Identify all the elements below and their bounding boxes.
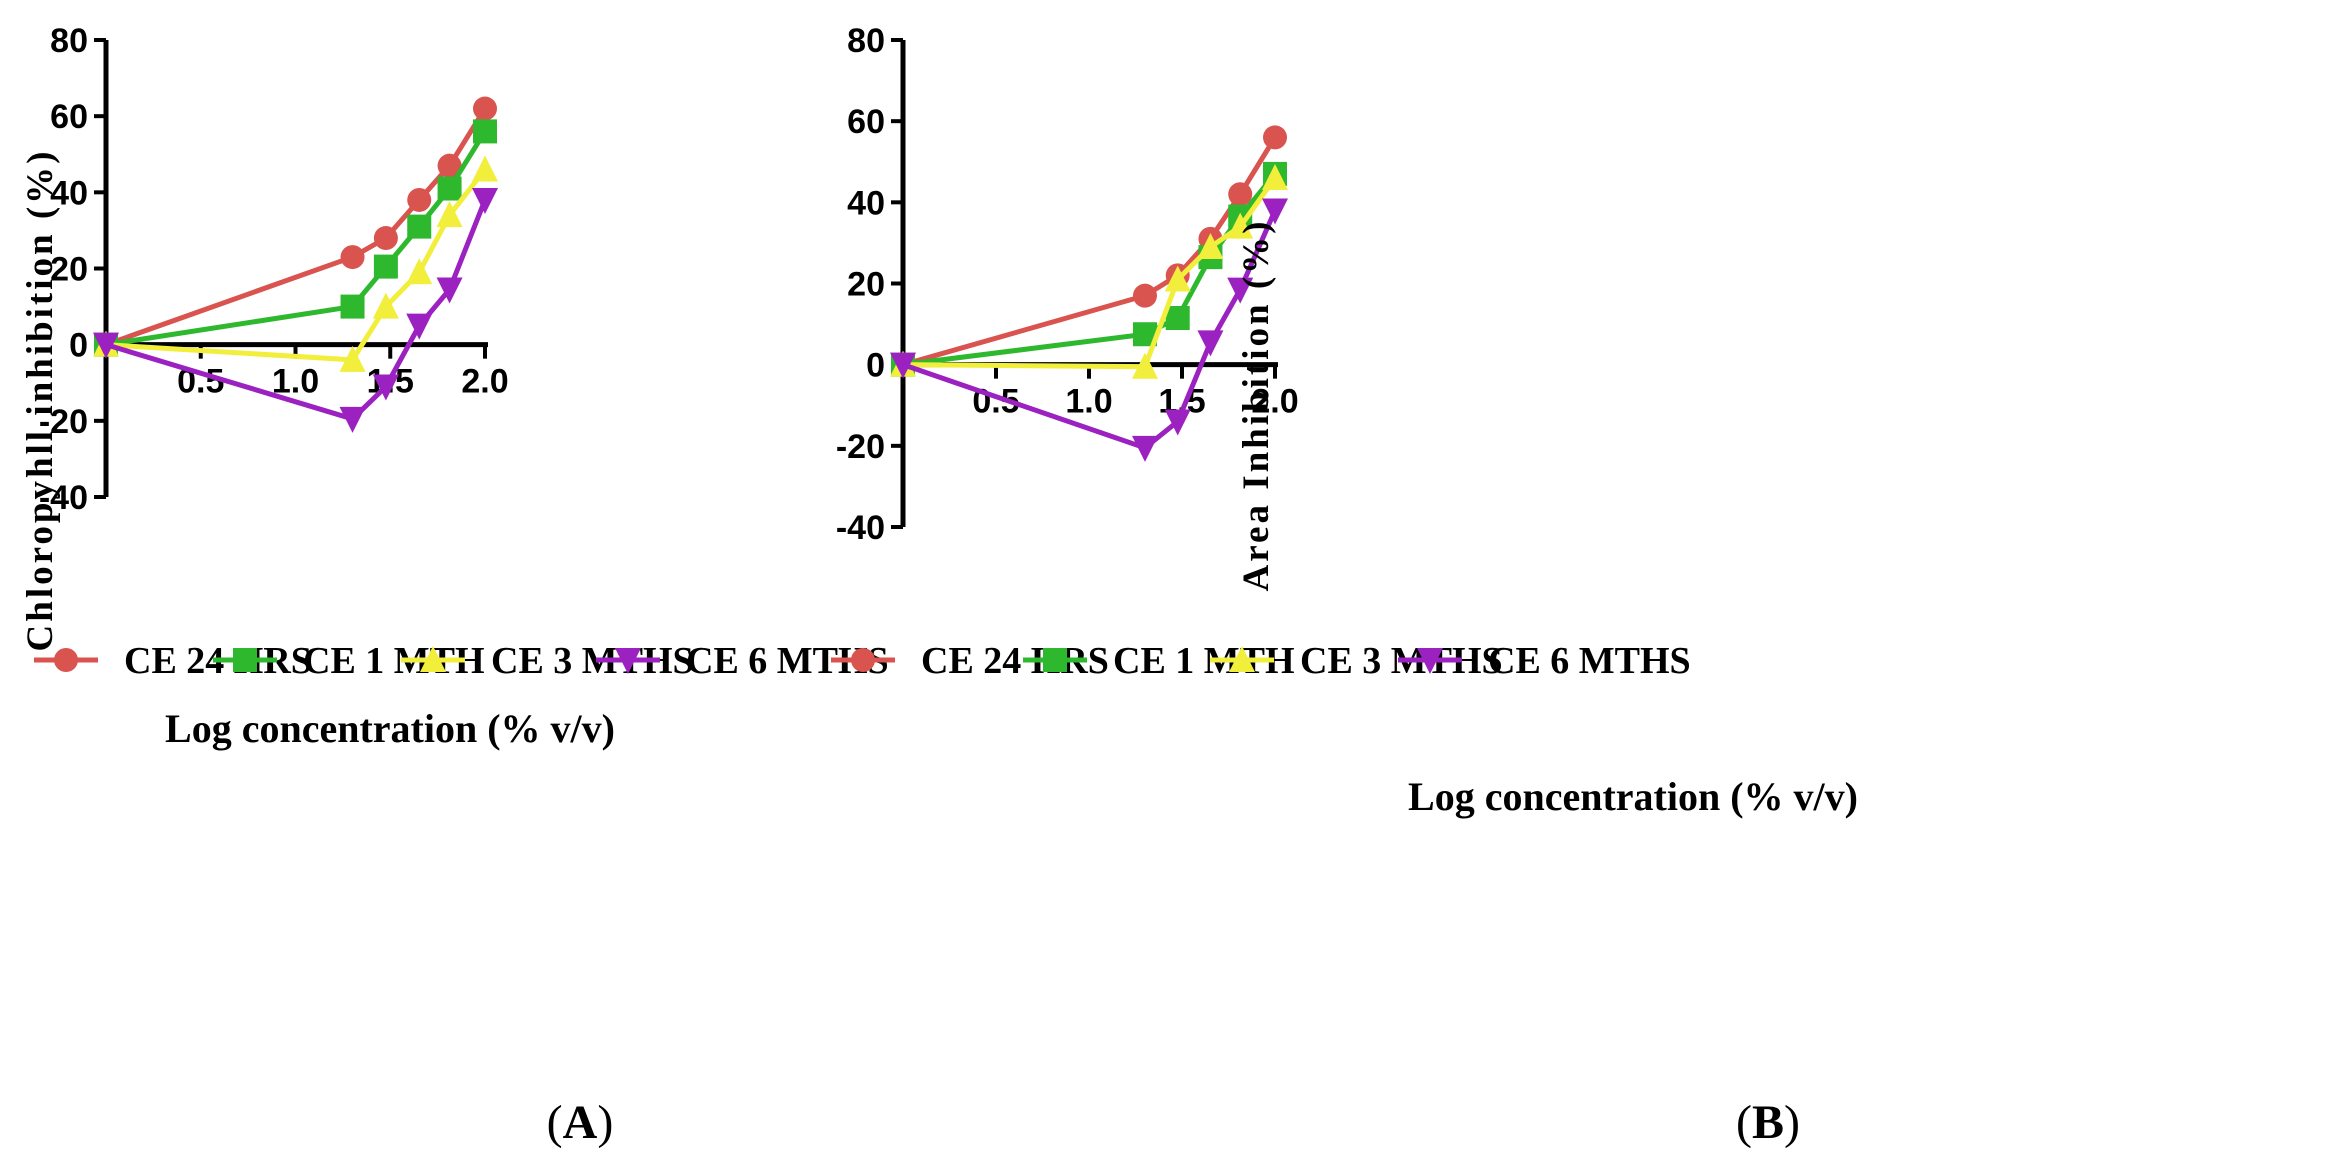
- chart-b-series-4: [890, 198, 1288, 462]
- chart-b-ytick-label: -20: [836, 428, 885, 466]
- chart-a-data-point: [372, 292, 399, 319]
- chart-a-data-point: [407, 187, 432, 212]
- chart-a-data-point: [339, 345, 366, 372]
- chart-b-ytick-label: 20: [847, 266, 885, 304]
- chart-b-x-label: Log concentration (% v/v): [1408, 774, 1858, 819]
- chart-b-legend-item: CE 6 MTHS: [1398, 640, 1691, 682]
- chart-a-series-2: [94, 119, 497, 357]
- chart-b-legend-item: CE 24 HRS: [831, 640, 1109, 682]
- chart-a-data-point: [373, 226, 398, 251]
- chart-a-data-point: [340, 294, 365, 319]
- chart-b-xtick-label: 1.0: [1065, 383, 1112, 421]
- chart-b-data-point: [1227, 212, 1254, 239]
- chart-b-data-point: [1164, 265, 1191, 292]
- chart-a-data-point: [472, 155, 498, 182]
- chart-b-data-point: [1262, 163, 1288, 190]
- chart-b-ytick-label: -40: [836, 509, 885, 547]
- chart-a-data-point: [407, 214, 432, 239]
- chart-b-legend-marker: [1043, 648, 1067, 672]
- chart-b-data-point: [1165, 305, 1190, 330]
- chart-a-ytick-label: 20: [50, 251, 88, 289]
- chart-b-ytick-label: 60: [847, 103, 885, 141]
- chart-a-xtick-label: 2.0: [461, 363, 508, 401]
- chart-b-data-point: [1228, 182, 1253, 207]
- chart-a-panel-label: (A): [547, 1096, 614, 1149]
- chart-a-legend-marker: [233, 648, 257, 672]
- chart-a-data-point: [437, 176, 462, 201]
- chart-b-data-point: [1131, 352, 1158, 379]
- chart-b-data-point: [1197, 330, 1224, 357]
- chart-b-data-point: [1132, 283, 1157, 308]
- chart-b-series: [890, 125, 1288, 462]
- chart-a-series: [93, 96, 498, 433]
- chart-a-ytick-label: 60: [50, 98, 88, 136]
- chart-b-data-point: [1164, 409, 1191, 436]
- chart-a-data-point: [93, 332, 119, 359]
- chart-a-ytick-label: 0: [69, 327, 88, 365]
- chart-a-legend-label: CE 3 MTHS: [491, 640, 694, 682]
- chart-a-data-point: [473, 96, 497, 121]
- chart-a-data-point: [437, 153, 462, 178]
- chart-a-data-point: [373, 254, 398, 279]
- chart-b-series-line: [902, 176, 1278, 370]
- chart-a-data-point: [436, 277, 463, 304]
- chart-b-panel-label: (B): [1736, 1096, 1800, 1149]
- chart-b-data-point: [890, 352, 916, 379]
- chart-a-ytick-label: 40: [50, 174, 88, 212]
- chart-b-yticks: -40 -20 0 20 40 60 80: [836, 22, 903, 547]
- chart-a-y-label: Chloropyhll inhibition (%): [20, 149, 61, 652]
- chart-a-data-point: [406, 258, 433, 285]
- chart-a-series-4: [93, 187, 498, 433]
- chart-b-data-point: [1131, 435, 1158, 462]
- chart-a-data-point: [472, 187, 498, 214]
- chart-b-series-1: [891, 125, 1287, 377]
- chart-a-data-point: [436, 201, 463, 228]
- chart-b-legend-label: CE 6 MTHS: [1488, 640, 1691, 682]
- chart-b-data-point: [1263, 125, 1287, 150]
- chart-a-series-line: [105, 167, 487, 363]
- chart-a-data-point: [473, 119, 497, 144]
- chart-b-data-point: [1227, 277, 1254, 304]
- chart-a-data-point: [340, 245, 365, 270]
- chart-b-legend-marker: [1229, 646, 1255, 672]
- chart-b-y-label: Area Inhibition (%): [1236, 219, 1277, 592]
- chart-a-ytick-label: -40: [39, 479, 88, 517]
- chart-a-data-point: [372, 374, 399, 401]
- chart-b-legend-item: CE 3 MTHS: [1210, 640, 1503, 682]
- chart-a-yticks: -40 -20 0 20 40 60 80: [39, 22, 106, 517]
- chart-b-legend-marker: [1417, 648, 1443, 674]
- chart-a-series-line: [105, 199, 488, 422]
- chart-a-xtick-label: 1.0: [272, 363, 319, 401]
- chart-b-ytick-label: 40: [847, 184, 885, 222]
- chart-b-data-point: [1197, 232, 1224, 259]
- chart-b-ytick-label: 80: [847, 22, 885, 60]
- chart-a-legend-marker: [420, 646, 446, 672]
- chart-b-data-point: [1262, 198, 1288, 225]
- chart-a-legend-marker: [54, 648, 78, 672]
- chart-b-xtick-label: 2.0: [1251, 383, 1298, 421]
- chart-b-series-line: [902, 209, 1278, 451]
- chart-a-x-label: Log concentration (% v/v): [165, 706, 615, 751]
- chart-b-legend-marker: [851, 648, 875, 672]
- chart-b-series-2: [891, 161, 1287, 377]
- chart-a-ytick-label: 80: [50, 22, 88, 60]
- chart-a-data-point: [339, 406, 366, 433]
- chart-b-ytick-label: 0: [866, 347, 885, 385]
- chart-b-series-3: [890, 163, 1288, 379]
- chart-a-data-point: [406, 313, 433, 340]
- chart-a-ytick-label: -20: [39, 403, 88, 441]
- chart-a-legend-marker: [615, 648, 641, 674]
